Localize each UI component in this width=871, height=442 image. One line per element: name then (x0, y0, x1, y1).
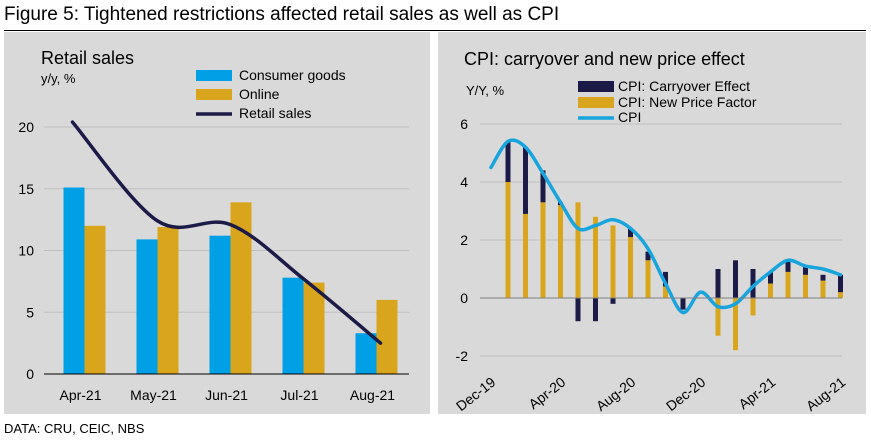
bar-new-price-factor (575, 202, 581, 298)
x-tick-label: Apr-21 (735, 374, 778, 413)
bar-carryover-effect (593, 298, 598, 322)
legend-swatch-consumer-goods (196, 70, 232, 81)
bar-carryover-effect (610, 298, 616, 304)
x-tick-label: Apr-21 (59, 387, 101, 403)
bar-new-price-factor (838, 292, 843, 298)
legend-label-carryover-effect: CPI: Carryover Effect (618, 78, 750, 94)
x-tick-label: May-21 (130, 387, 177, 403)
x-tick-label: Apr-20 (525, 374, 568, 413)
bar-new-price-factor (558, 205, 563, 298)
title-rule (4, 30, 866, 31)
legend-label-cpi: CPI (618, 109, 641, 125)
legend-label-new-price-factor: CPI: New Price Factor (618, 94, 757, 110)
y-tick-label: 0 (26, 366, 34, 382)
bar-new-price-factor (610, 225, 616, 298)
bar-carryover-effect (715, 269, 721, 298)
bar-carryover-effect (838, 274, 843, 293)
bar-carryover-effect (785, 260, 791, 272)
bar-consumer-goods (355, 333, 377, 374)
bar-carryover-effect (733, 260, 738, 298)
bar-new-price-factor (733, 298, 738, 351)
cpi-chart-title: CPI: carryover and new price effect (464, 49, 745, 69)
cpi-panel: CPI: carryover and new price effect Y/Y,… (438, 32, 866, 414)
cpi-chart: CPI: carryover and new price effect Y/Y,… (453, 49, 849, 414)
x-tick-label: Aug-20 (593, 374, 639, 414)
bar-new-price-factor (785, 271, 791, 298)
retail-chart-title: Retail sales (41, 48, 134, 68)
y-tick-label: 15 (18, 181, 34, 197)
bar-new-price-factor (768, 283, 773, 298)
x-tick-label: Aug-21 (803, 374, 849, 414)
bar-online (230, 202, 252, 374)
legend-swatch-online (196, 89, 232, 100)
y-tick-label: 20 (18, 119, 34, 135)
retail-y-unit-label: y/y, % (41, 71, 76, 86)
legend-label-online: Online (239, 86, 280, 102)
bar-new-price-factor (715, 298, 721, 336)
bar-carryover-effect (523, 147, 528, 214)
x-tick-label: Aug-21 (350, 387, 395, 403)
bar-new-price-factor (645, 260, 651, 298)
bar-online (376, 299, 398, 374)
figure-title: Figure 5: Tightened restrictions affecte… (4, 4, 560, 25)
bar-consumer-goods (209, 235, 231, 374)
bar-carryover-effect (820, 274, 826, 281)
x-tick-label: Jun-21 (205, 387, 248, 403)
y-tick-label: 5 (26, 304, 34, 320)
bar-new-price-factor (523, 213, 528, 298)
bar-online (303, 282, 325, 374)
retail-sales-panel: Retail sales y/y, % 0 5 10 15 20 Apr-21 May-21… (4, 32, 430, 414)
bar-carryover-effect (663, 271, 668, 287)
legend-label-retail-sales: Retail sales (239, 105, 311, 121)
legend-label-consumer-goods: Consumer goods (239, 67, 346, 83)
bar-carryover-effect (750, 269, 756, 298)
bar-carryover-effect (803, 266, 808, 275)
bar-online (84, 225, 106, 374)
bar-new-price-factor (663, 286, 668, 298)
bar-new-price-factor (750, 298, 756, 316)
x-tick-label: Dec-20 (663, 374, 709, 414)
bar-new-price-factor (505, 182, 511, 298)
bar-consumer-goods (136, 239, 158, 374)
y-tick-label: 6 (460, 116, 468, 132)
line-retail-sales (70, 120, 383, 345)
y-tick-label: 4 (460, 174, 468, 190)
bar-new-price-factor (803, 274, 808, 298)
bar-new-price-factor (628, 237, 633, 298)
bar-carryover-effect (768, 271, 773, 284)
bar-new-price-factor (820, 280, 826, 298)
x-tick-label: Dec-19 (453, 374, 499, 414)
bar-carryover-effect (645, 251, 651, 261)
y-tick-label: -2 (456, 348, 469, 364)
legend-swatch-carryover-effect (578, 81, 614, 92)
bar-new-price-factor (540, 202, 546, 298)
bar-consumer-goods (63, 187, 85, 374)
retail-sales-chart: Retail sales y/y, % 0 5 10 15 20 Apr-21 May-21… (18, 48, 409, 403)
bar-carryover-effect (505, 141, 511, 182)
line-cpi (489, 138, 843, 315)
bar-carryover-effect (628, 228, 633, 238)
bar-carryover-effect (540, 170, 546, 203)
y-tick-label: 0 (460, 290, 468, 306)
legend-swatch-new-price-factor (578, 97, 614, 108)
source-note: DATA: CRU, CEIC, NBS (4, 421, 145, 436)
bar-new-price-factor (593, 216, 598, 298)
bar-carryover-effect (575, 298, 581, 322)
y-tick-label: 2 (460, 232, 468, 248)
x-tick-label: Jul-21 (280, 387, 318, 403)
bar-carryover-effect (680, 298, 686, 310)
bar-online (157, 227, 179, 374)
y-tick-label: 10 (18, 243, 34, 259)
bar-consumer-goods (282, 277, 304, 374)
cpi-y-unit-label: Y/Y, % (466, 83, 505, 98)
